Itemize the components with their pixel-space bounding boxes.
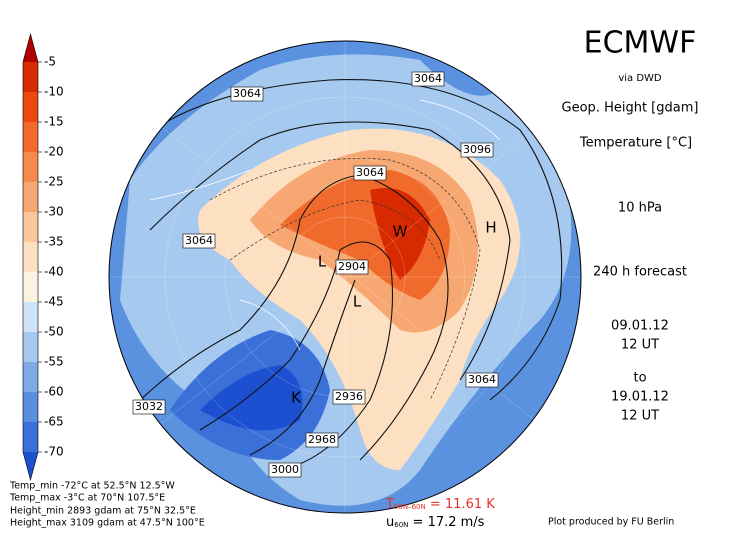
- level: 10 hPa: [618, 201, 662, 216]
- contour-label: 3096: [463, 143, 491, 156]
- contour-labels: 3064 3064 3096 3064 3064 2904 3064 3032 2936 2968…: [132, 71, 499, 478]
- polar-map: [109, 41, 581, 513]
- contour-label: 3064: [356, 166, 384, 179]
- contour-label: 2936: [335, 390, 363, 403]
- colorbar-band: [23, 152, 38, 182]
- colorbar-label: -20: [44, 145, 64, 159]
- contour-label-box: [182, 233, 216, 249]
- colorbar-label: -70: [44, 445, 64, 459]
- contour-label: 3032: [135, 400, 163, 413]
- contour-label-box: [332, 389, 366, 405]
- stat-line: Height_max 3109 gdam at 47.5°N 100°E: [10, 518, 205, 529]
- stat-line: Temp_min -72°C at 52.5°N 12.5°W: [9, 481, 175, 492]
- pressure-center: L: [318, 253, 327, 271]
- start-date: 09.01.12: [611, 319, 669, 334]
- credit: Plot produced by FU Berlin: [548, 517, 674, 528]
- pressure-center: L: [353, 293, 362, 311]
- colorbar-band: [23, 122, 38, 152]
- colorbar-end: [23, 452, 38, 480]
- colorbar-label: -10: [44, 85, 64, 99]
- colorbar-band: [23, 392, 38, 422]
- end-date: 19.01.12: [611, 390, 669, 405]
- contour-label: 3064: [185, 234, 213, 247]
- colorbar-label: -60: [44, 385, 64, 399]
- contour-label-box: [335, 259, 369, 275]
- contour-label-box: [305, 432, 339, 448]
- contour-label-box: [460, 142, 494, 158]
- colorbar-label: -35: [44, 235, 64, 249]
- to: to: [633, 371, 646, 386]
- colorbar-label: -65: [44, 415, 64, 429]
- contour-label: 2904: [338, 260, 366, 273]
- title: ECMWF: [584, 26, 697, 61]
- colorbar-label: -50: [44, 325, 64, 339]
- colorbar-band: [23, 62, 38, 92]
- colorbar-band: [23, 362, 38, 392]
- colorbar-band: [23, 332, 38, 362]
- colorbar-band: [23, 272, 38, 302]
- forecast: 240 h forecast: [593, 265, 687, 280]
- colorbar-label: -15: [44, 115, 64, 129]
- contour-label-box: [268, 462, 302, 478]
- colorbar-band: [23, 242, 38, 272]
- colorbar-label: -25: [44, 175, 64, 189]
- pressure-center: K: [291, 389, 302, 407]
- colorbar-label: -30: [44, 205, 64, 219]
- colorbar: -5 -10 -15 -20 -25 -30 -35 -40 -45 -50 -55 -60 -65 -7…: [22, 32, 64, 482]
- colorbar-label: -45: [44, 295, 64, 309]
- colorbar-band: [23, 182, 38, 212]
- pressure-center: H: [485, 219, 496, 237]
- stat-line: Temp_max -3°C at 70°N 107.5°E: [9, 493, 165, 504]
- field-temp: Temperature [°C]: [579, 136, 692, 151]
- source: via DWD: [618, 73, 662, 84]
- contour-label: 3064: [233, 87, 261, 100]
- colorbar-label: -5: [44, 55, 56, 69]
- colorbar-band: [23, 212, 38, 242]
- t-symbol: T: [385, 497, 394, 512]
- contour-label-box: [465, 372, 499, 388]
- u-index: u60N = 17.2 m/s: [386, 515, 485, 530]
- end-time: 12 UT: [621, 409, 659, 424]
- stat-line: Height_min 2893 gdam at 75°N 32.5°E: [10, 506, 196, 517]
- contour-label: 3064: [414, 72, 442, 85]
- t-sub: 90N–60N: [394, 503, 426, 511]
- contour-label-box: [411, 71, 445, 87]
- start-time: 12 UT: [621, 338, 659, 353]
- colorbar-label: -40: [44, 265, 64, 279]
- contour-label: 2968: [308, 433, 336, 446]
- pressure-center: W: [393, 223, 408, 241]
- colorbar-label: -55: [44, 355, 64, 369]
- contour-label-box: [132, 399, 166, 415]
- stats: Temp_min -72°C at 52.5°N 12.5°W Temp_max…: [9, 481, 205, 529]
- colorbar-band: [23, 92, 38, 122]
- colorbar-band: [23, 302, 38, 332]
- contour-label: 3000: [271, 463, 299, 476]
- contour-label-box: [353, 165, 387, 181]
- contour-label-box: [230, 86, 264, 102]
- t-index: T90N–60N = 11.61 K: [385, 497, 495, 512]
- u-value: = 17.2 m/s: [408, 515, 484, 530]
- t-value: = 11.61 K: [426, 497, 496, 512]
- colorbar-end: [23, 34, 38, 62]
- field-height: Geop. Height [gdam]: [562, 101, 699, 116]
- colorbar-band: [23, 422, 38, 452]
- u-symbol: u: [386, 515, 394, 530]
- contour-label: 3064: [468, 373, 496, 386]
- u-sub: 60N: [394, 521, 408, 529]
